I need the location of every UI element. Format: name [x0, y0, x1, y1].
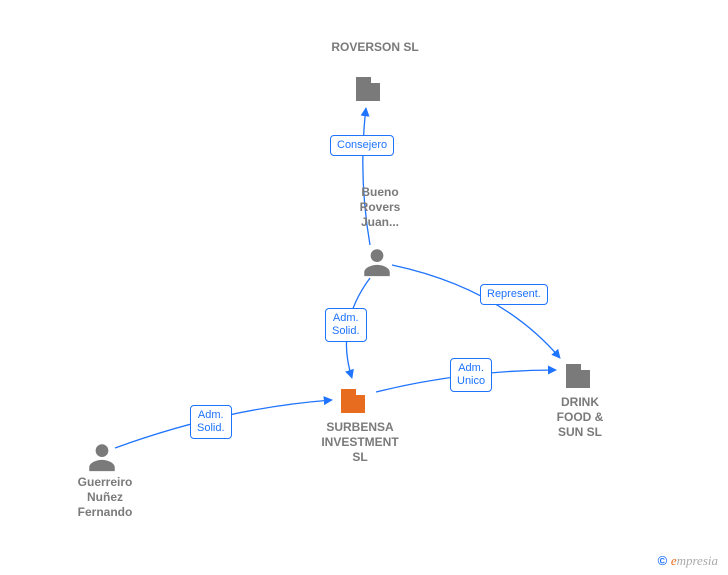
person-node-bueno[interactable]: [360, 245, 394, 284]
node-label-roverson: ROVERSON SL: [320, 40, 430, 55]
node-label-drink: DRINK FOOD & SUN SL: [540, 395, 620, 440]
edge-label-bueno-to-surbensa: Adm. Solid.: [325, 308, 367, 342]
footer: © empresia: [658, 553, 718, 569]
brand-name: empresia: [671, 553, 718, 568]
company-node-roverson[interactable]: [350, 68, 386, 109]
diagram-canvas: ROVERSON SL Bueno Rovers Juan... SURBENSA …: [0, 0, 728, 575]
edge-label-bueno-to-drink: Represent.: [480, 284, 548, 305]
node-label-surbensa: SURBENSA INVESTMENT SL: [300, 420, 420, 465]
edge-bueno-to-drink: [392, 265, 560, 358]
copyright-symbol: ©: [658, 553, 668, 568]
node-label-bueno: Bueno Rovers Juan...: [335, 185, 425, 230]
brand-rest: mpresia: [677, 553, 718, 568]
node-label-guerreiro: Guerreiro Nuñez Fernando: [55, 475, 155, 520]
edge-label-bueno-to-roverson: Consejero: [330, 135, 394, 156]
person-node-guerreiro[interactable]: [85, 440, 119, 479]
company-node-surbensa[interactable]: [335, 380, 371, 421]
edge-label-guerreiro-to-surbensa: Adm. Solid.: [190, 405, 232, 439]
edge-label-surbensa-to-drink: Adm. Unico: [450, 358, 492, 392]
company-node-drink[interactable]: [560, 355, 596, 396]
